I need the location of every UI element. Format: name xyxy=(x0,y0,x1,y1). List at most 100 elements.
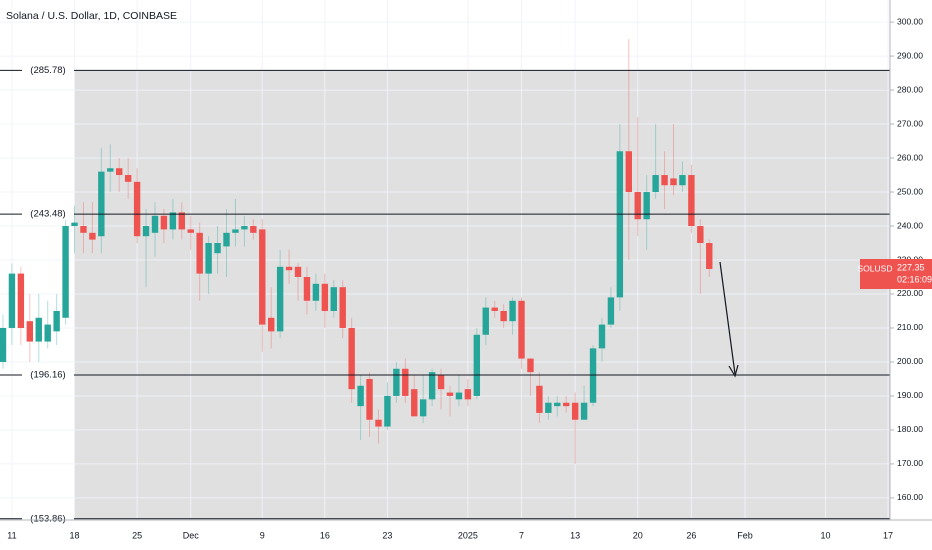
candle-body xyxy=(312,283,320,301)
y-tick-label: 280.00 xyxy=(897,84,923,94)
candle-body xyxy=(107,168,114,172)
x-tick-label: 9 xyxy=(260,530,265,540)
candle-body xyxy=(509,300,516,322)
candle-body xyxy=(196,232,203,274)
candle-body xyxy=(142,226,150,237)
candle-body xyxy=(17,273,25,328)
candle-body xyxy=(598,324,606,349)
candle-body xyxy=(44,324,51,342)
chart-title: Solana / U.S. Dollar, 1D, COINBASE xyxy=(6,10,177,22)
candle-body xyxy=(348,327,355,390)
candle-body xyxy=(536,385,543,413)
y-tick-label: 190.00 xyxy=(897,390,923,400)
grid xyxy=(0,0,890,520)
candle-body xyxy=(589,348,597,403)
candle-body xyxy=(455,392,463,400)
candle-body xyxy=(205,243,212,274)
candle-body xyxy=(160,215,168,230)
candle-body xyxy=(232,229,239,233)
x-tick-label: 13 xyxy=(570,530,580,540)
candle-body xyxy=(500,310,507,322)
candle-body xyxy=(169,212,177,230)
countdown-label: 02:16:09 xyxy=(897,274,932,284)
x-tick-label: 17 xyxy=(883,530,893,540)
candle-body xyxy=(384,395,391,427)
level-label: (153.86) xyxy=(30,513,65,524)
candle-body xyxy=(98,171,105,237)
candle-body xyxy=(652,175,659,193)
background xyxy=(74,70,890,519)
candle-body xyxy=(26,321,34,342)
x-tick-label: Dec xyxy=(183,530,200,540)
candle-body xyxy=(151,215,159,233)
level-label: (285.78) xyxy=(30,65,65,76)
candle-body xyxy=(0,327,7,362)
level-label: (196.16) xyxy=(30,370,65,381)
zone xyxy=(74,70,890,519)
candle-body xyxy=(527,358,534,373)
x-tick-label: 18 xyxy=(70,530,80,540)
x-tick-label: 25 xyxy=(132,530,142,540)
level-label-bg xyxy=(22,64,74,77)
candle-body xyxy=(419,399,427,417)
arrow-head xyxy=(728,364,739,378)
candle-body xyxy=(446,392,454,396)
candle-body xyxy=(428,372,436,400)
y-tick-label: 220.00 xyxy=(897,288,923,298)
x-tick-label: 10 xyxy=(820,530,830,540)
candle-body xyxy=(80,226,87,233)
candle-body xyxy=(89,232,96,240)
candle-body xyxy=(393,368,400,396)
x-tick-label: 11 xyxy=(7,530,16,540)
candle-body xyxy=(670,178,677,186)
y-tick-label: 300.00 xyxy=(897,16,923,26)
candle-body xyxy=(268,317,275,332)
last-price-label: 227.35 xyxy=(897,262,925,272)
x-tick-label: 2025 xyxy=(458,530,478,540)
y-tick-label: 180.00 xyxy=(897,424,923,434)
x-tick-label: 7 xyxy=(519,530,524,540)
y-tick-label: 270.00 xyxy=(897,118,923,128)
candle-body xyxy=(661,175,668,186)
y-tick-label: 170.00 xyxy=(897,458,923,468)
y-tick-label: 210.00 xyxy=(897,322,923,332)
y-tick-label: 250.00 xyxy=(897,186,923,196)
candle-body xyxy=(62,226,69,318)
candle-body xyxy=(634,192,641,220)
candle-body xyxy=(133,181,141,237)
levels: (285.78) (243.48) (196.16) (153.86) xyxy=(0,64,890,525)
candle-body xyxy=(464,389,472,400)
candle-body xyxy=(321,283,329,311)
candle-body xyxy=(706,243,713,270)
candle-body xyxy=(491,307,498,311)
candle-body xyxy=(411,389,418,417)
candle-body xyxy=(563,402,570,407)
candle-body xyxy=(482,307,489,335)
x-tick-label: 20 xyxy=(633,530,643,540)
y-tick-label: 260.00 xyxy=(897,152,923,162)
candle-body xyxy=(276,266,284,332)
candle-body xyxy=(187,229,194,233)
x-tick-label: 16 xyxy=(320,530,330,540)
symbol-label: SOLUSD xyxy=(858,263,893,273)
candle-body xyxy=(71,222,78,227)
candle-body xyxy=(214,243,221,254)
candle-body xyxy=(518,300,525,359)
candle-body xyxy=(580,402,588,420)
x-tick-label: Feb xyxy=(737,530,753,540)
candle-body xyxy=(8,273,16,328)
y-tick-label: 290.00 xyxy=(897,50,923,60)
level-label: (243.48) xyxy=(30,209,65,220)
candle-body xyxy=(250,226,257,233)
candle-body xyxy=(571,402,579,420)
candle-body xyxy=(607,297,615,325)
candle-body xyxy=(437,375,445,390)
candle-body xyxy=(285,266,293,271)
candle-body xyxy=(616,151,624,298)
candle-body xyxy=(545,402,552,413)
price-tag xyxy=(860,259,932,289)
candle-body xyxy=(303,276,311,301)
candle-body xyxy=(53,310,60,332)
candle-body xyxy=(688,175,695,227)
